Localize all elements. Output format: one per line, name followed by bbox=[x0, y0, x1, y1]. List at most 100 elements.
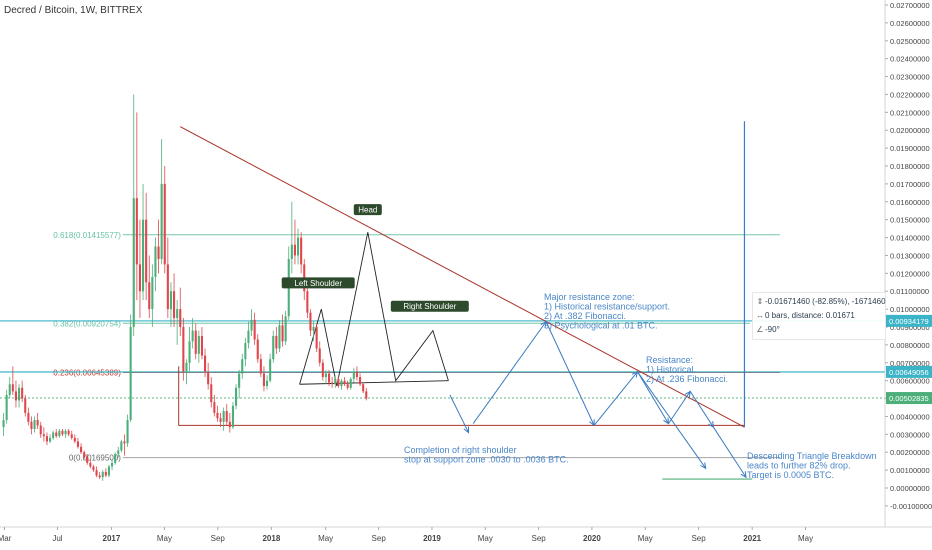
measure-bars-distance: 0 bars, distance: 0.01671 bbox=[765, 311, 855, 320]
y-tick-label: 0.01500000 bbox=[890, 216, 930, 225]
candle-body bbox=[200, 335, 203, 356]
candle-body bbox=[73, 437, 76, 442]
candle-body bbox=[321, 362, 324, 378]
measure-price-change: -0.01671460 (-82.85%), -1671460 bbox=[765, 297, 886, 306]
y-tick-label: 0.00000000 bbox=[890, 484, 930, 493]
candle-body bbox=[151, 276, 154, 310]
candle-body bbox=[132, 198, 135, 327]
candle-body bbox=[42, 434, 45, 437]
candle-body bbox=[349, 378, 352, 388]
completion-note-line-0: Completion of right shoulder bbox=[404, 445, 517, 455]
y-tick-label: 0.00300000 bbox=[890, 430, 930, 439]
candle-body bbox=[194, 330, 197, 354]
arrow-down-1 bbox=[545, 321, 595, 426]
candle-body bbox=[114, 454, 117, 463]
angle-icon: ∠ bbox=[756, 325, 764, 334]
candle-body bbox=[272, 335, 275, 360]
candle-body bbox=[33, 420, 36, 429]
price-tag bbox=[886, 392, 932, 405]
candle-body bbox=[300, 237, 303, 265]
candle-body bbox=[76, 441, 79, 447]
candle-body bbox=[318, 348, 321, 363]
x-tick-label: May bbox=[478, 534, 493, 543]
candle-body bbox=[346, 384, 349, 388]
candle-body bbox=[169, 291, 172, 310]
candle-body bbox=[235, 387, 238, 406]
candle-body bbox=[138, 264, 141, 292]
fib-label: 0.382(0.00920754) bbox=[53, 319, 121, 328]
arrow-to-support bbox=[449, 394, 469, 433]
x-tick-label: May bbox=[798, 534, 813, 543]
candle-body bbox=[18, 387, 21, 401]
candle-body bbox=[135, 198, 138, 265]
y-tick-label: 0.00800000 bbox=[890, 341, 930, 350]
candle-body bbox=[55, 432, 58, 437]
major-resistance-note-line-0: Major resistance zone: bbox=[544, 292, 635, 302]
y-tick-label: 0.01600000 bbox=[890, 198, 930, 207]
candle-body bbox=[290, 244, 293, 260]
overlays-layer: Left Shoulder Head Right Shoulder Major res… bbox=[281, 121, 877, 480]
y-tick-label: 0.00100000 bbox=[890, 466, 930, 475]
y-tick-label: 0.02000000 bbox=[890, 126, 930, 135]
candle-body bbox=[244, 343, 247, 360]
candle-body bbox=[216, 412, 219, 419]
candle-body bbox=[309, 312, 312, 331]
breakdown-note-line-2: Target is 0.0005 BTC. bbox=[747, 470, 834, 480]
x-tick-label: 2021 bbox=[743, 534, 761, 543]
candle-body bbox=[315, 327, 318, 349]
candle-body bbox=[49, 437, 52, 442]
candles-layer bbox=[2, 94, 368, 481]
candle-body bbox=[39, 425, 42, 435]
candle-body bbox=[207, 371, 210, 385]
candle-body bbox=[148, 282, 151, 310]
candle-body bbox=[2, 420, 5, 428]
candle-body bbox=[340, 380, 343, 387]
price-tag-label: 0.00649056 bbox=[889, 368, 929, 377]
candle-body bbox=[52, 432, 55, 438]
candle-body bbox=[67, 430, 70, 435]
y-tick-label: 0.01300000 bbox=[890, 251, 930, 260]
y-tick-label: -0.00100000 bbox=[890, 502, 932, 511]
x-tick-label: Mar bbox=[0, 534, 12, 543]
candle-body bbox=[117, 450, 120, 455]
y-tick-label: 0.01800000 bbox=[890, 162, 930, 171]
candle-body bbox=[210, 384, 213, 403]
levels-layer: 0.618(0.01415577) 0.382(0.00920754) 0.236(… bbox=[0, 231, 885, 463]
candle-body bbox=[219, 418, 222, 422]
drawings-layer bbox=[178, 126, 745, 428]
candle-body bbox=[275, 335, 278, 349]
candle-body bbox=[262, 373, 265, 387]
candle-body bbox=[173, 291, 176, 319]
right-shoulder-label-bg bbox=[390, 300, 469, 312]
candle-body bbox=[36, 420, 39, 426]
candle-body bbox=[337, 378, 340, 387]
arrow-to-support-head bbox=[463, 426, 470, 434]
x-tick-label: 2017 bbox=[103, 534, 121, 543]
y-tick-label: 0.01100000 bbox=[890, 287, 929, 296]
candle-body bbox=[213, 402, 216, 413]
candle-body bbox=[98, 475, 101, 478]
price-tag bbox=[886, 314, 932, 327]
arrow-up-major bbox=[472, 321, 547, 424]
candle-body bbox=[61, 430, 64, 435]
y-tick-label: 0.01700000 bbox=[890, 180, 930, 189]
candle-body bbox=[362, 384, 365, 392]
candle-body bbox=[256, 339, 259, 360]
breakdown-note-line-0: Descending Triangle Breakdown bbox=[747, 451, 877, 461]
y-tick-label: 0.02600000 bbox=[890, 19, 930, 28]
candle-body bbox=[231, 405, 234, 428]
right-shoulder-label: Right Shoulder bbox=[403, 302, 456, 311]
price-tag-label: 0.00502835 bbox=[889, 394, 929, 403]
major-resistance-note-line-1: 1) Historical resistance/support. bbox=[544, 302, 670, 312]
candle-body bbox=[154, 246, 157, 277]
x-tick-label: May bbox=[638, 534, 653, 543]
arrows-icon: ↔ bbox=[756, 311, 764, 320]
candle-body bbox=[359, 377, 362, 385]
candle-body bbox=[166, 264, 169, 310]
candle-body bbox=[126, 420, 129, 444]
arrow-up-resistance bbox=[593, 371, 638, 426]
candle-body bbox=[343, 380, 346, 385]
completion-note-line-1: stop at support zone .0030 to .0036 BTC. bbox=[404, 455, 569, 465]
x-tick-label: Jul bbox=[52, 534, 62, 543]
